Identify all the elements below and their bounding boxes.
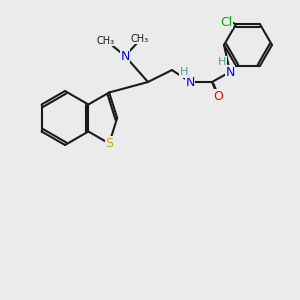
Text: Cl: Cl: [220, 16, 232, 29]
Text: N: N: [185, 76, 195, 88]
Text: H: H: [180, 67, 188, 77]
Text: S: S: [105, 137, 113, 150]
Text: CH₃: CH₃: [131, 34, 149, 44]
Text: N: N: [120, 50, 130, 62]
Text: H: H: [218, 57, 226, 67]
Text: CH₃: CH₃: [97, 36, 115, 46]
Text: O: O: [213, 89, 223, 103]
Text: N: N: [225, 65, 235, 79]
